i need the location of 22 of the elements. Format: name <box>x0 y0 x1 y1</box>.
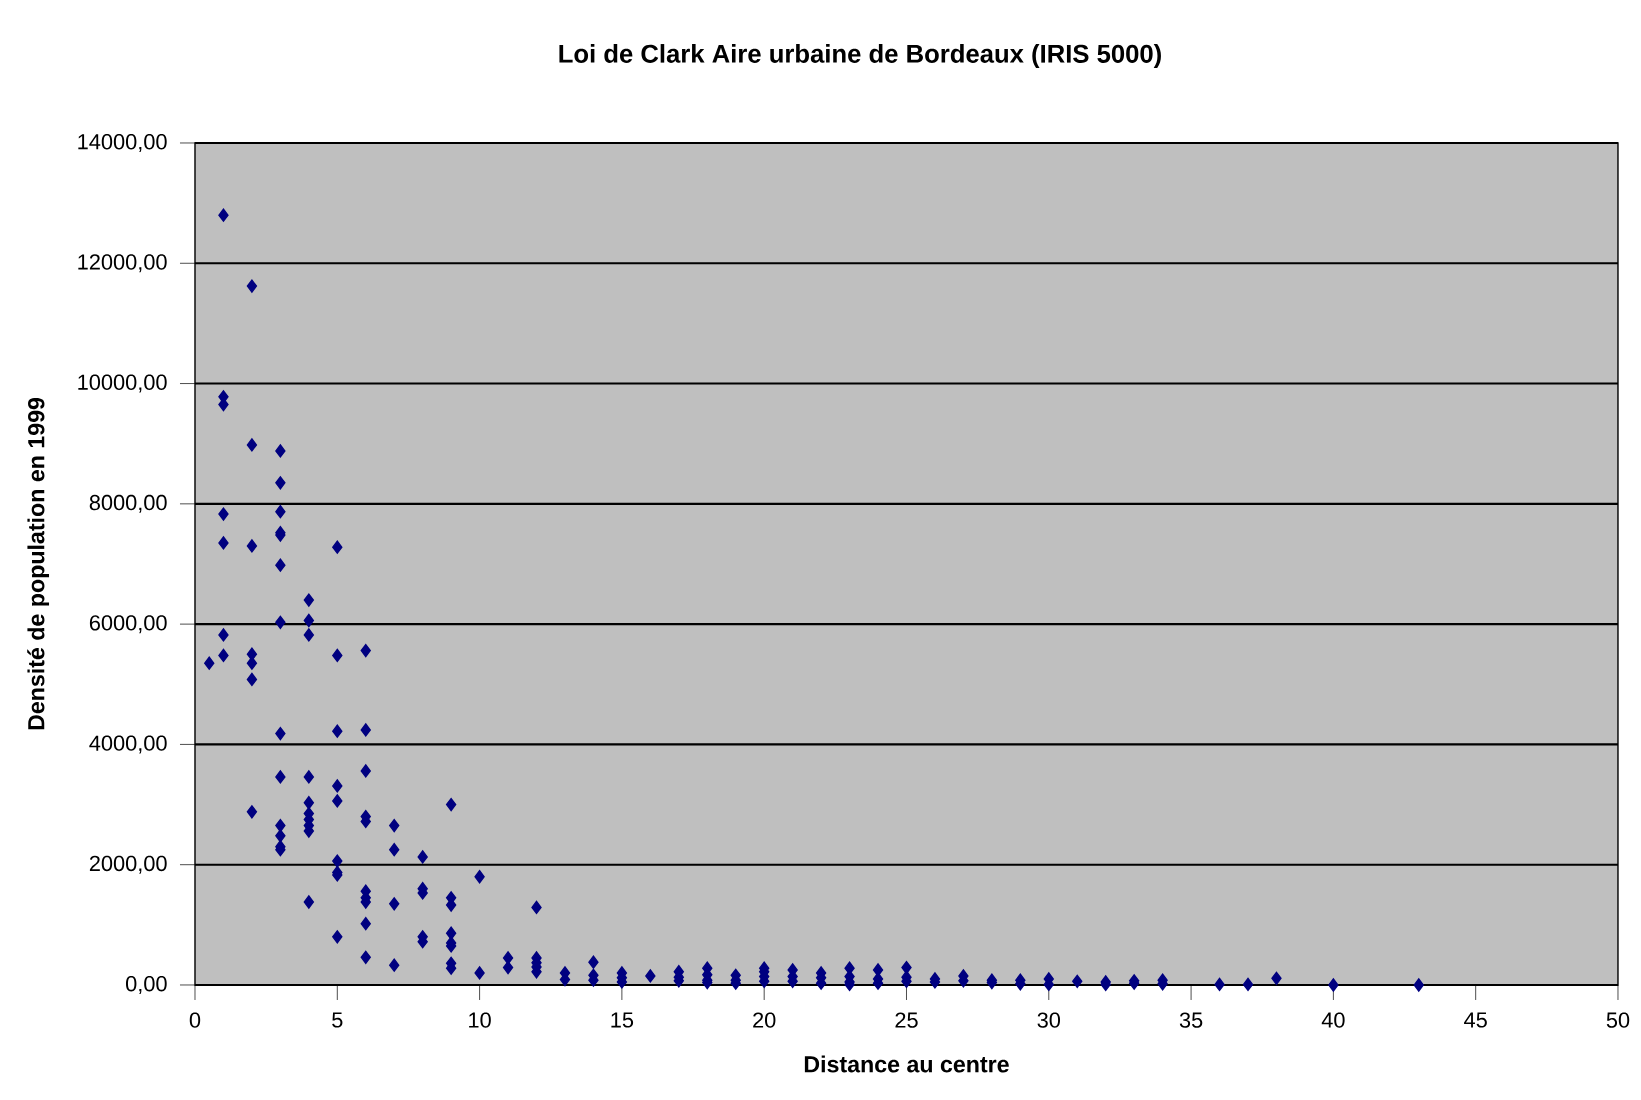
x-tick-label: 25 <box>895 1012 918 1028</box>
y-tick-label: 8000,00 <box>89 494 167 513</box>
x-tick-label: 40 <box>1321 1012 1345 1028</box>
chart-title: Loi de Clark Aire urbaine de Bordeaux (IRIS 5000) <box>559 44 1161 68</box>
x-tick-label: 45 <box>1464 1012 1487 1028</box>
y-tick-label: 14000,00 <box>78 133 167 153</box>
x-tick-label: 20 <box>753 1012 776 1028</box>
y-tick-label: 4000,00 <box>89 735 167 754</box>
y-tick-label: 2000,00 <box>89 855 167 874</box>
y-tick-label: 0,00 <box>126 975 167 995</box>
x-axis-title: Distance au centre <box>804 1055 1009 1073</box>
y-axis-title: Densité de population en 1999 <box>27 397 50 730</box>
x-tick-label: 15 <box>611 1012 634 1028</box>
x-tick-label: 35 <box>1179 1012 1203 1028</box>
x-tick-label: 0 <box>189 1012 201 1028</box>
y-tick-label: 12000,00 <box>78 254 167 273</box>
y-tick-label: 6000,00 <box>89 615 167 634</box>
y-tick-label: 10000,00 <box>78 374 167 393</box>
x-tick-label: 5 <box>332 1012 343 1028</box>
x-tick-label: 50 <box>1606 1012 1630 1028</box>
x-tick-label: 10 <box>469 1012 491 1028</box>
x-tick-label: 30 <box>1037 1012 1061 1028</box>
